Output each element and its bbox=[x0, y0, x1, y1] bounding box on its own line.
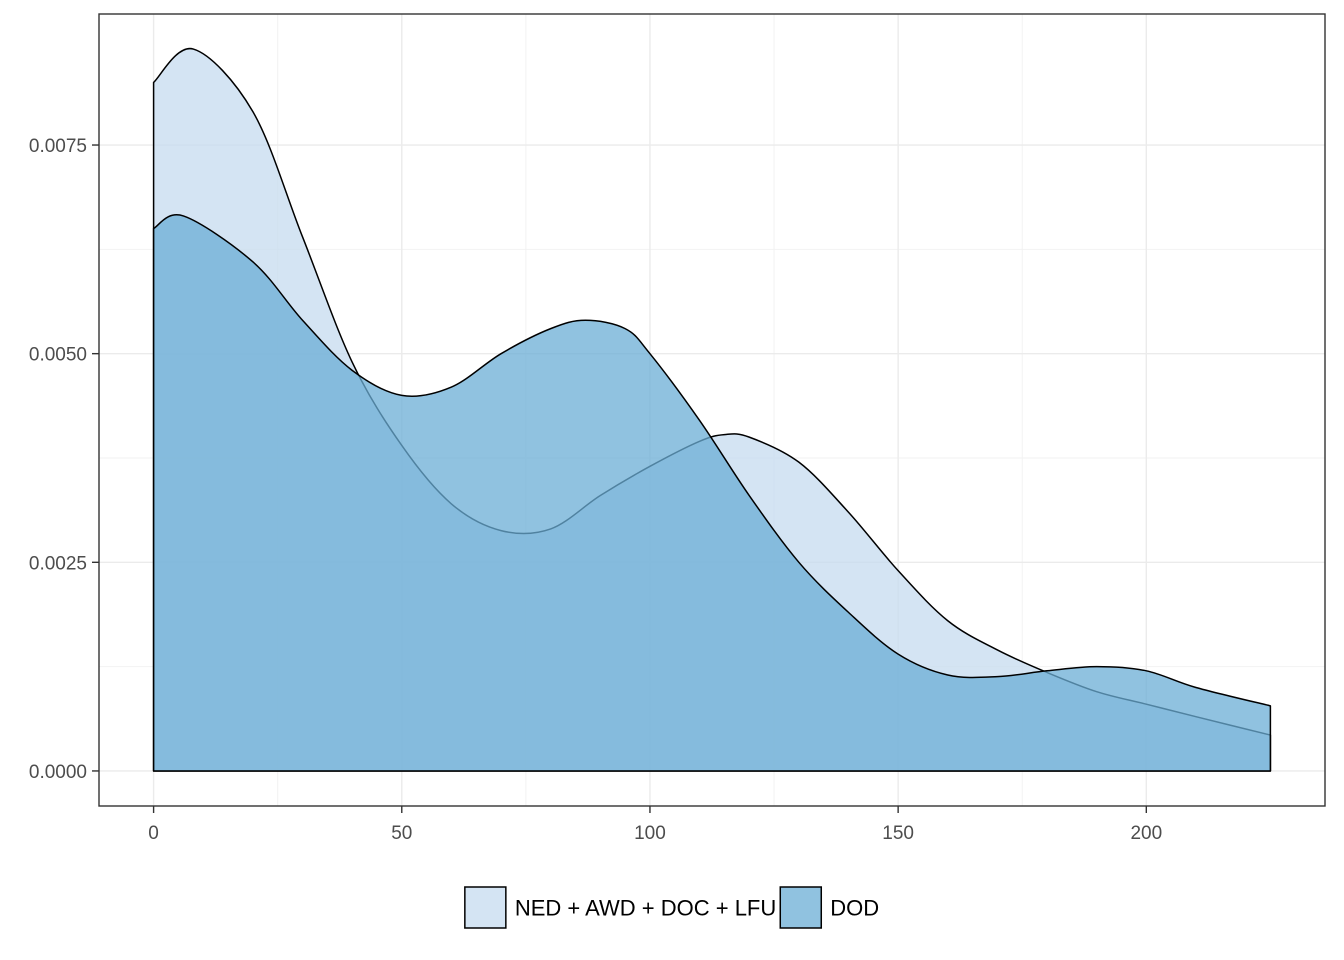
legend-label-2: DOD bbox=[830, 896, 879, 921]
x-tick-label: 150 bbox=[882, 823, 914, 844]
x-tick-label: 100 bbox=[634, 823, 666, 844]
y-tick-label: 0.0000 bbox=[29, 762, 87, 783]
legend-label-1: NED + AWD + DOC + LFU bbox=[515, 896, 776, 921]
density-series bbox=[152, 48, 1272, 772]
y-tick-label: 0.0075 bbox=[29, 136, 87, 157]
x-tick-label: 0 bbox=[148, 823, 159, 844]
y-tick-label: 0.0050 bbox=[29, 345, 87, 366]
x-tick-label: 50 bbox=[391, 823, 412, 844]
legend-key-1 bbox=[464, 886, 507, 929]
y-axis: 0.0000 0.0025 0.0050 0.0075 bbox=[29, 136, 99, 783]
plot-panel-border bbox=[98, 13, 1326, 807]
x-tick-label: 200 bbox=[1130, 823, 1162, 844]
x-axis: 0 50 100 150 200 bbox=[148, 806, 1162, 844]
density-area-series-2 bbox=[152, 214, 1272, 772]
y-tick-label: 0.0025 bbox=[29, 553, 87, 574]
legend-key-2 bbox=[779, 886, 823, 929]
legend: NED + AWD + DOC + LFU DOD bbox=[464, 886, 879, 929]
